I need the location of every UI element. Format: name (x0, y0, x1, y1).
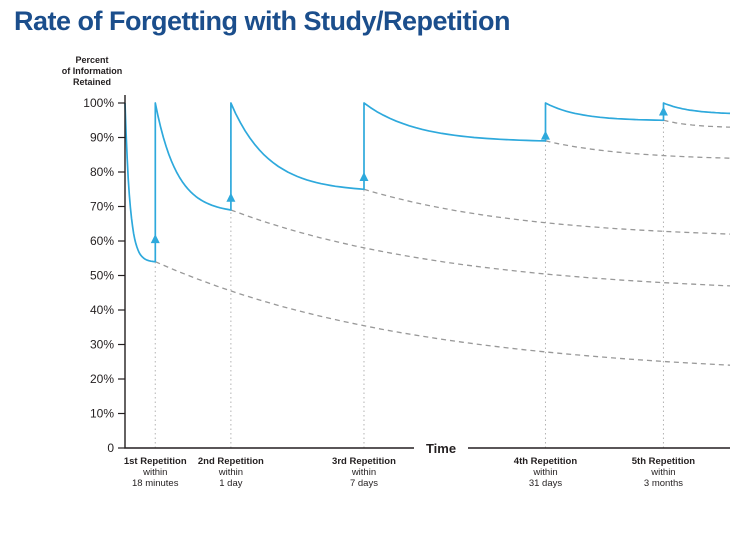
repetition-label: 1st Repetition (124, 456, 187, 467)
repetition-arrow-icon (658, 106, 668, 116)
repetition-label: 4th Repetition (514, 456, 578, 467)
repetition-label: 5th Repetition (632, 456, 696, 467)
y-axis-label: Retained (73, 77, 111, 87)
y-tick-label: 70% (90, 200, 114, 214)
repetition-arrow-icon (150, 234, 160, 244)
y-tick-label: 30% (90, 338, 114, 352)
repetition-label: 2nd Repetition (198, 456, 264, 467)
y-tick-label: 80% (90, 165, 114, 179)
repetition-label-interval: 31 days (529, 478, 563, 489)
forgetting-dashed-curve (230, 209, 731, 287)
repetition-label-within: within (351, 467, 376, 478)
y-tick-label: 60% (90, 234, 114, 248)
repetition-label-interval: 18 minutes (132, 478, 179, 489)
forgetting-dashed-curve (663, 119, 730, 128)
repetition-arrow-icon (359, 172, 369, 181)
repetition-label-within: within (650, 467, 675, 478)
y-tick-label: 10% (90, 407, 114, 421)
time-label-bg (414, 441, 468, 456)
y-tick-label: 40% (90, 303, 114, 317)
repetition-label-interval: 1 day (219, 478, 242, 489)
x-axis-label: Time (426, 441, 456, 456)
y-axis-label: Percent (75, 55, 108, 65)
retention-solid-curve (124, 102, 731, 263)
repetition-label-within: within (532, 467, 557, 478)
repetition-arrow-icon (226, 192, 236, 202)
y-tick-label: 20% (90, 372, 114, 386)
repetition-label-interval: 3 months (644, 478, 683, 489)
y-tick-label: 100% (83, 96, 114, 110)
repetition-label-within: within (142, 467, 167, 478)
forgetting-dashed-curve (155, 261, 731, 366)
repetition-label: 3rd Repetition (332, 456, 396, 467)
repetition-label-interval: 7 days (350, 478, 378, 489)
axes (124, 95, 730, 449)
y-tick-label: 0 (107, 441, 114, 455)
page-title: Rate of Forgetting with Study/Repetition (14, 6, 510, 36)
y-tick-label: 90% (90, 131, 114, 145)
forgetting-dashed-curve (363, 188, 731, 235)
repetition-label-within: within (218, 467, 243, 478)
forgetting-dashed-curve (545, 140, 731, 159)
repetition-arrow-icon (540, 130, 550, 140)
y-tick-label: 50% (90, 269, 114, 283)
y-axis-label: of Information (62, 66, 123, 76)
